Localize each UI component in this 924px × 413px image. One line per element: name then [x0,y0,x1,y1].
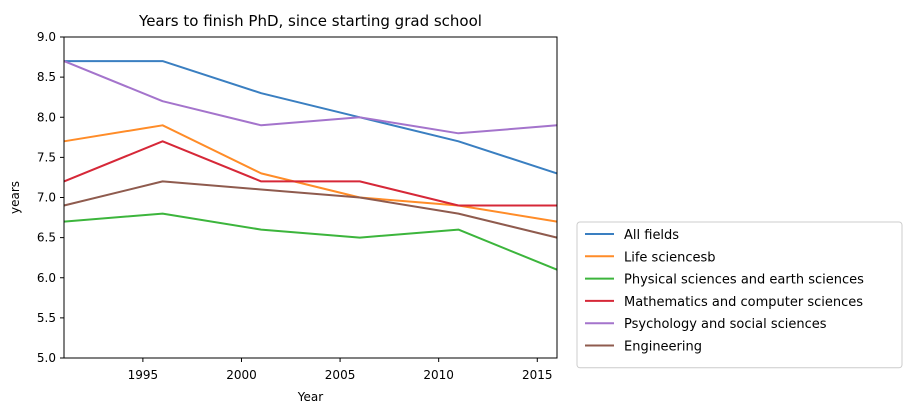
plot-area [63,36,558,359]
x-tick-label: 1995 [128,368,159,382]
chart-title: Years to finish PhD, since starting grad… [138,12,482,30]
y-tick-label: 6.5 [37,231,56,245]
y-tick-label: 5.5 [37,311,56,325]
y-tick-label: 8.0 [37,110,56,124]
x-axis-label: Year [297,390,323,404]
legend-box [576,221,903,369]
series-line-5 [63,180,558,239]
series-line-1 [63,124,558,223]
x-tick-label: 2005 [325,368,356,382]
legend-label: Psychology and social sciences [624,317,827,332]
legend: All fields Life sciencesb Physical science… [576,221,903,369]
y-tick-label: 7.0 [37,191,56,205]
series-line-2 [63,212,558,271]
y-tick-label: 5.0 [37,351,56,365]
legend-label: Mathematics and computer sciences [624,295,863,310]
y-axis: 5.0 5.5 6.0 6.5 7.0 7.5 8.0 8.5 9.0 [37,30,64,365]
y-tick-label: 9.0 [37,30,56,44]
legend-label: Engineering [624,340,702,355]
legend-label: Life sciencesb [624,250,716,265]
x-tick-label: 2015 [522,368,553,382]
series-line-0 [64,60,558,175]
series-line-3 [63,140,557,207]
x-axis: 1995 2000 2005 2010 2015 [128,358,553,382]
legend-label: Physical sciences and earth sciences [624,273,864,288]
y-tick-label: 6.0 [37,271,56,285]
x-tick-label: 2000 [226,368,257,382]
x-tick-label: 2010 [423,368,454,382]
y-tick-label: 8.5 [37,70,56,84]
series-line-4 [63,60,558,135]
legend-label: All fields [624,228,679,243]
y-axis-label: years [8,181,22,214]
plot-frame [63,36,558,359]
y-tick-label: 7.5 [37,150,56,164]
